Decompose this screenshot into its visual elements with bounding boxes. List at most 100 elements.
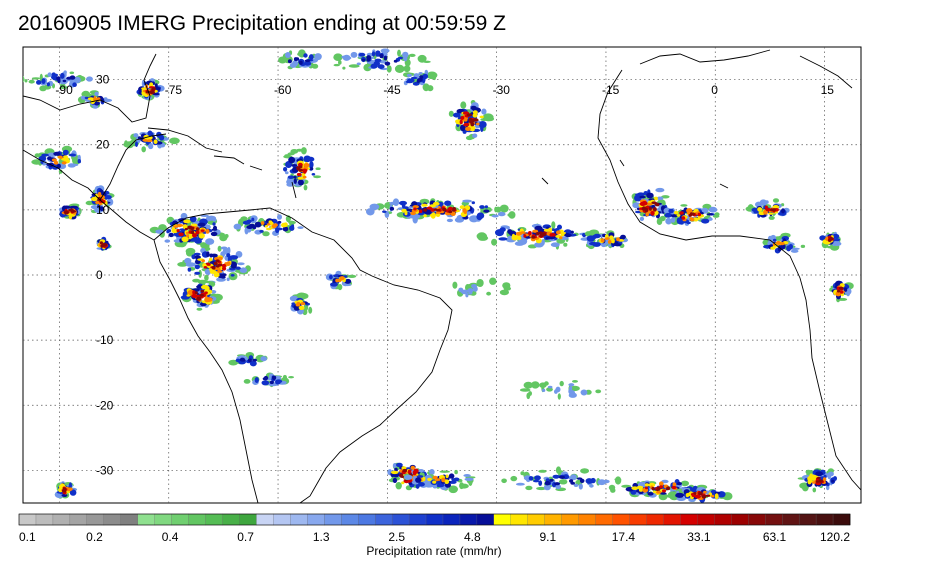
precip-cell <box>435 212 441 217</box>
precip-cell <box>298 60 303 65</box>
precip-cell <box>178 232 184 237</box>
precip-cell <box>664 212 673 218</box>
precip-cell <box>843 287 848 292</box>
longitude-label: 0 <box>711 83 718 97</box>
coastline-hispaniola <box>213 155 245 165</box>
precip-cell <box>812 487 817 493</box>
precip-cell <box>822 477 827 482</box>
precip-cell <box>293 306 300 311</box>
precip-cell <box>227 246 231 255</box>
precip-cell <box>402 468 408 473</box>
longitude-label: -90 <box>55 83 73 97</box>
precip-cell <box>56 76 61 81</box>
precip-cell <box>770 246 776 250</box>
precip-cell <box>436 209 441 212</box>
precip-cell <box>824 241 831 245</box>
precip-cell <box>559 236 563 240</box>
precip-cell <box>333 53 343 61</box>
precip-cell <box>476 212 485 219</box>
precip-cell <box>569 385 580 392</box>
precip-cell <box>69 489 77 496</box>
precip-cell <box>532 229 539 233</box>
precip-cell <box>421 78 426 84</box>
precip-cell <box>607 244 611 247</box>
precip-cell <box>536 486 547 491</box>
precip-cell <box>431 212 436 219</box>
precip-cell <box>472 110 478 115</box>
precip-cell <box>461 289 469 293</box>
precip-cell <box>247 358 252 363</box>
precip-cell <box>523 381 533 389</box>
precip-cell <box>384 211 390 218</box>
precip-cell <box>531 235 536 239</box>
precip-cell <box>448 485 459 494</box>
precip-cell <box>288 376 294 379</box>
precip-cell <box>463 474 471 477</box>
precip-cell <box>348 64 360 68</box>
precip-cell <box>205 238 215 245</box>
precip-cell <box>288 220 296 225</box>
coastline-islands <box>541 159 729 189</box>
precip-cell <box>28 79 35 84</box>
precip-cell <box>639 216 645 221</box>
precip-cell <box>262 231 270 237</box>
precip-cell <box>790 247 800 250</box>
precip-cell <box>185 231 190 235</box>
precip-cell <box>525 485 533 491</box>
precip-cell <box>781 208 785 214</box>
precip-cell <box>39 85 47 92</box>
precip-cell <box>193 252 201 256</box>
precip-cell <box>701 494 707 499</box>
longitude-label: -60 <box>274 83 292 97</box>
precip-cell <box>551 221 556 229</box>
precip-cell <box>772 208 776 212</box>
precip-cell <box>659 481 664 487</box>
precip-cell <box>697 215 701 220</box>
precip-cell <box>448 210 453 214</box>
precip-cell <box>604 237 610 240</box>
precip-cell <box>303 53 308 58</box>
precip-cell <box>517 235 522 241</box>
precip-cell <box>176 223 183 228</box>
precip-cell <box>190 230 195 235</box>
precip-cell <box>254 221 262 228</box>
precip-cell <box>177 262 188 267</box>
precip-cell <box>692 217 699 222</box>
precip-cell <box>454 469 458 475</box>
precip-cell <box>543 484 551 491</box>
precip-cell <box>831 479 835 483</box>
precip-cell <box>772 238 777 242</box>
precip-cell <box>260 221 265 225</box>
precip-cell <box>476 232 487 241</box>
precip-cell <box>528 231 532 236</box>
precip-cell <box>790 249 799 253</box>
precip-cell <box>502 282 511 289</box>
precip-cell <box>200 289 205 293</box>
precip-cell <box>384 61 391 66</box>
precip-cell <box>554 389 558 394</box>
precip-cell <box>189 216 197 223</box>
precip-cell <box>426 71 438 80</box>
precip-cell <box>93 100 100 106</box>
precip-cell <box>661 195 670 199</box>
precip-cell <box>62 79 67 83</box>
precip-cell <box>191 254 196 260</box>
precip-cell <box>534 475 541 481</box>
precip-cell <box>304 59 311 63</box>
precip-cell <box>708 206 718 213</box>
longitude-label: 15 <box>821 83 835 97</box>
precip-cell <box>63 70 67 75</box>
precip-cell <box>604 234 609 238</box>
precip-cell <box>217 270 223 273</box>
precip-cell <box>698 491 703 496</box>
precip-cell <box>51 158 58 162</box>
precip-cell <box>192 278 201 283</box>
precip-cell <box>311 173 316 176</box>
precip-cell <box>448 110 454 117</box>
precip-cell <box>290 149 299 154</box>
precip-cell <box>538 480 543 486</box>
precip-cell <box>482 113 494 122</box>
longitude-labels: -90 -75 -60 -45 -30 -15 0 15 <box>55 83 834 97</box>
precip-cell <box>808 477 813 482</box>
precip-cell <box>201 284 209 290</box>
